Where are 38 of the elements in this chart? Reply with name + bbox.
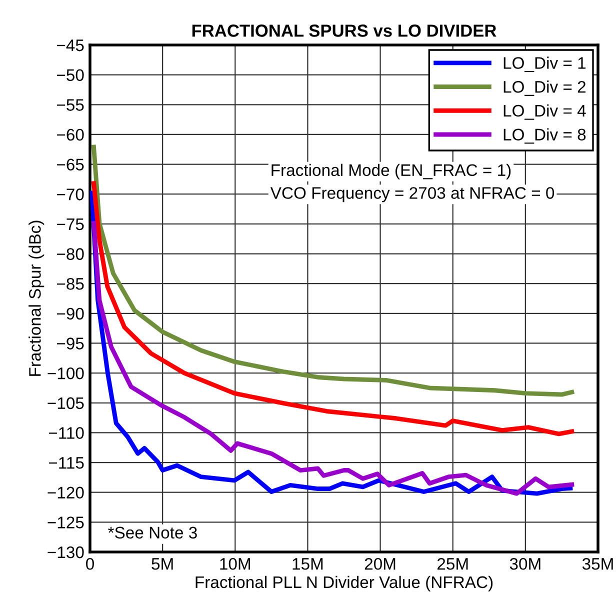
annotation: *See Note 3 — [108, 526, 197, 539]
x-tick-label: 0 — [86, 558, 94, 570]
x-axis-title: Fractional PLL N Divider Value (NFRAC) — [196, 576, 493, 592]
y-tick-label: −50 — [56, 69, 84, 82]
x-tick-label: 25M — [437, 558, 468, 570]
annotation: Fractional Mode (EN_FRAC = 1) — [272, 164, 511, 180]
y-tick-label: −120 — [48, 486, 84, 499]
y-tick-label: −45 — [56, 40, 84, 52]
x-tick-label: 10M — [220, 558, 250, 570]
x-tick-label: 15M — [292, 558, 323, 570]
x-tick-label: 30M — [510, 558, 540, 570]
y-tick-label: −70 — [56, 188, 84, 200]
legend-label: LO_Div = 8 — [504, 128, 586, 144]
legend-label: LO_Div = 4 — [504, 104, 586, 120]
y-tick-label: −60 — [56, 128, 84, 141]
y-tick-label: −75 — [56, 218, 84, 230]
legend-label: LO_Div = 1 — [504, 56, 586, 72]
y-tick-label: −125 — [48, 516, 84, 528]
y-axis-title: Fractional Spur (dBc) — [28, 220, 44, 376]
y-tick-label: −80 — [56, 248, 84, 260]
y-tick-label: −130 — [48, 546, 84, 558]
line-series — [92, 144, 574, 397]
legend-label: LO_Div = 2 — [504, 80, 586, 96]
x-tick-label: 20M — [364, 558, 396, 570]
line-series — [92, 181, 574, 436]
y-tick-label: −110 — [48, 427, 84, 439]
y-tick-label: −95 — [56, 338, 84, 350]
x-tick-label: 5M — [152, 558, 173, 570]
y-tick-label: −100 — [48, 367, 84, 380]
chart-title: FRACTIONAL SPURS vs LO DIVIDER — [192, 24, 496, 37]
y-tick-label: −105 — [48, 397, 84, 410]
y-tick-label: −90 — [56, 308, 84, 320]
y-tick-label: −115 — [48, 457, 84, 469]
y-tick-label: −55 — [56, 99, 84, 111]
y-tick-label: −65 — [56, 158, 84, 170]
y-tick-label: −85 — [56, 278, 84, 290]
annotation: VCO Frequency = 2703 at NFRAC = 0 — [270, 187, 554, 202]
x-tick-label: 35M — [582, 558, 613, 570]
